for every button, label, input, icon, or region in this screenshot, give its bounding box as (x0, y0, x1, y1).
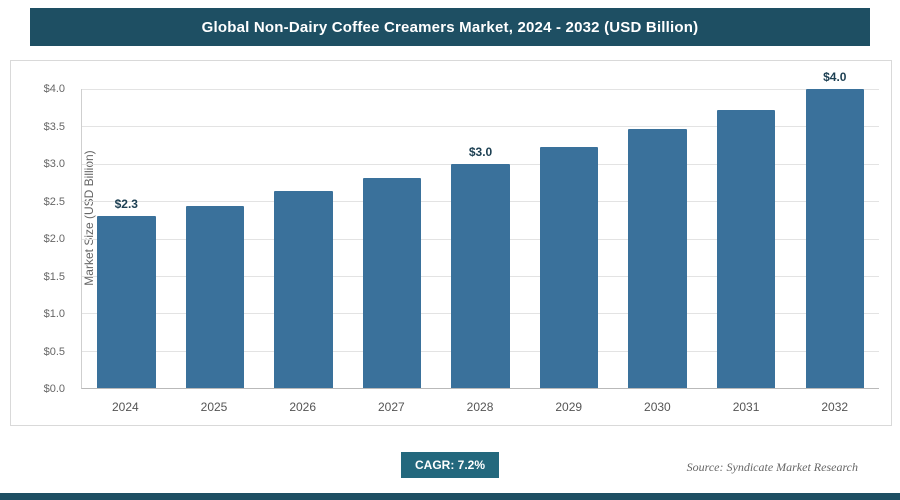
bar-value-label: $2.3 (114, 197, 138, 212)
gridline (82, 126, 879, 128)
bar-2031 (717, 109, 776, 388)
x-tick-label: 2025 (200, 400, 228, 414)
page-title: Global Non-Dairy Coffee Creamers Market,… (201, 18, 699, 36)
y-tick-label: $0.0 (43, 383, 65, 395)
gridline (82, 388, 879, 389)
bar-2027 (362, 177, 422, 388)
chart-footer: CAGR: 7.2% Source: Syndicate Market Rese… (0, 448, 900, 484)
x-tick-label: 2032 (821, 400, 849, 414)
y-tick-label: $1.5 (43, 270, 65, 283)
bar-slot (613, 89, 702, 388)
chart-title-bar: Global Non-Dairy Coffee Creamers Market,… (30, 8, 870, 46)
bar-2024: $2.3 (97, 197, 156, 388)
x-tick-label: 2028 (466, 400, 494, 414)
cagr-badge: CAGR: 7.2% (400, 452, 500, 478)
bar-2029 (539, 146, 599, 388)
bar-slot: $4.0 (791, 70, 880, 388)
bar-series: $2.3 $3.0 $4.0 (82, 70, 880, 388)
y-tick-label: $0.5 (43, 345, 65, 358)
bar-slot (348, 89, 437, 388)
x-tick-label: 2029 (555, 400, 583, 414)
x-tick-label: 2031 (732, 400, 760, 414)
bar-slot (702, 89, 791, 388)
bar-slot (259, 89, 348, 388)
y-tick-label: $2.5 (43, 195, 65, 208)
gridline (82, 89, 879, 90)
y-tick-label: $3.5 (43, 120, 65, 133)
x-tick-label: 2024 (111, 400, 139, 414)
bottom-accent-bar (0, 493, 900, 500)
x-tick-label: 2026 (289, 400, 317, 414)
plot-area: $2.3 $3.0 $4.0 (81, 70, 880, 389)
y-tick-label: $3.0 (43, 158, 65, 170)
x-tick-label: 2027 (378, 400, 405, 414)
bar-slot (171, 89, 260, 388)
bar-2028: $3.0 (451, 145, 510, 388)
bar-2025 (185, 205, 245, 388)
chart-panel: Market Size (USD Billion) $0.0 $0.5 $1.0 $1… (10, 60, 892, 426)
x-axis-labels: 2024 2025 2026 2027 2028 2029 2030 2031 2032 (81, 393, 879, 421)
y-axis-tick-labels: $0.0 $0.5 $1.0 $1.5 $2.0 $2.5 $3.0 $3.5 $4.0 (11, 83, 73, 395)
bar-2026 (274, 191, 333, 388)
bar-slot: $3.0 (436, 89, 525, 388)
y-tick-label: $1.0 (43, 308, 65, 320)
bar-value-label: $3.0 (468, 144, 493, 159)
x-tick-label: 2030 (644, 400, 671, 414)
bar-2030 (628, 128, 687, 388)
bar-slot (525, 89, 614, 388)
bar-slot: $2.3 (82, 89, 171, 388)
bar-2032: $4.0 (805, 70, 864, 388)
source-text: Source: Syndicate Market Research (686, 460, 858, 474)
y-tick-label: $2.0 (43, 233, 65, 245)
y-tick-label: $4.0 (43, 83, 65, 95)
bar-value-label: $4.0 (823, 70, 847, 84)
